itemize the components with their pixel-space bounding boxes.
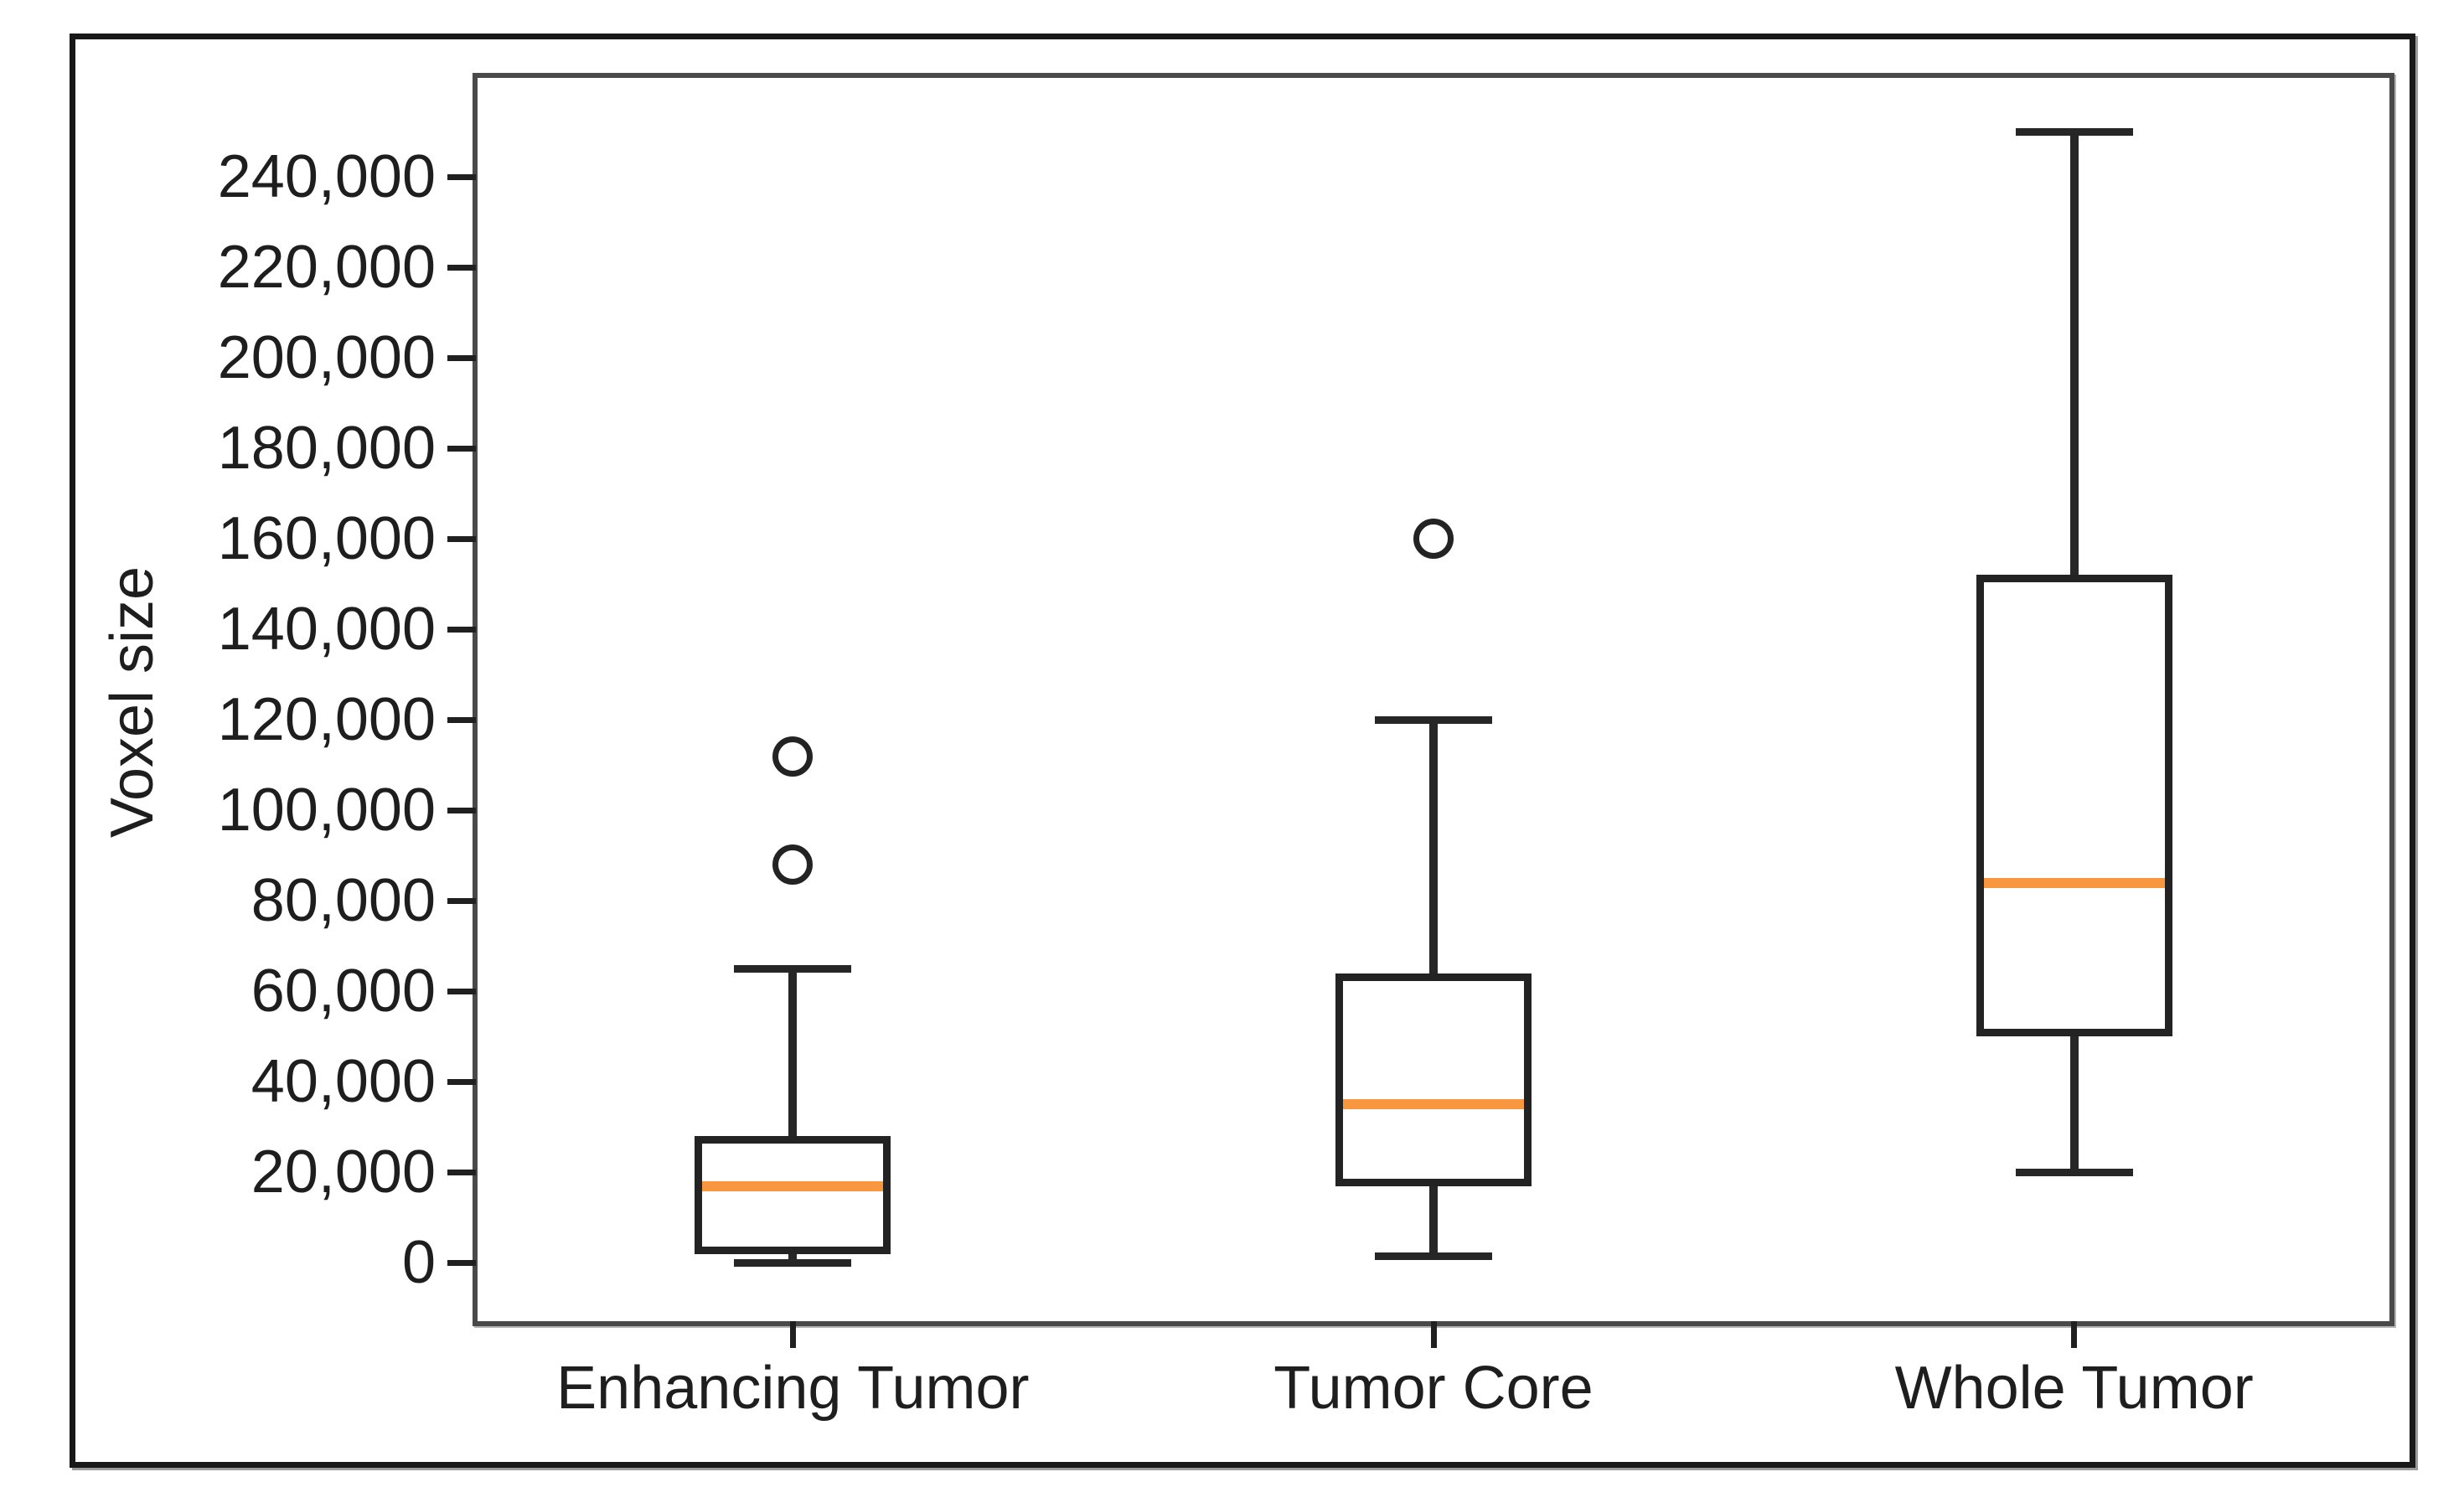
median-line xyxy=(702,1180,884,1191)
y-tick xyxy=(447,173,476,180)
y-tick-label: 160,000 xyxy=(217,505,436,573)
whisker-lower-cap xyxy=(2015,1168,2133,1176)
figure-border xyxy=(70,34,2415,1468)
y-tick xyxy=(447,897,476,904)
whisker-upper-cap xyxy=(1375,715,1492,724)
x-category-label: Tumor Core xyxy=(1273,1355,1594,1422)
y-tick xyxy=(447,807,476,813)
x-category-label: Enhancing Tumor xyxy=(556,1355,1030,1422)
x-tick xyxy=(1430,1321,1437,1348)
outlier-point xyxy=(1413,519,1454,560)
y-tick xyxy=(447,1259,476,1266)
y-tick-label: 120,000 xyxy=(217,686,436,754)
y-tick xyxy=(447,716,476,723)
whisker-lower xyxy=(2069,1036,2079,1173)
y-tick xyxy=(447,445,476,452)
x-tick xyxy=(789,1321,796,1348)
whisker-upper xyxy=(2069,132,2079,576)
y-tick xyxy=(447,1078,476,1085)
whisker-upper-cap xyxy=(2015,127,2133,136)
whisker-lower xyxy=(788,1253,798,1263)
whisker-lower xyxy=(1429,1185,1438,1257)
whisker-upper-cap xyxy=(734,964,852,973)
y-tick-label: 240,000 xyxy=(217,143,436,211)
y-tick xyxy=(447,988,476,994)
y-tick xyxy=(447,1169,476,1175)
y-tick-label: 220,000 xyxy=(217,234,436,302)
whisker-lower-cap xyxy=(1375,1252,1492,1260)
iqr-box xyxy=(1335,973,1532,1186)
y-tick-label: 180,000 xyxy=(217,415,436,483)
median-line xyxy=(1343,1099,1524,1110)
iqr-box xyxy=(695,1136,891,1254)
outlier-point xyxy=(772,844,814,886)
y-tick-label: 140,000 xyxy=(217,596,436,664)
y-tick xyxy=(447,535,476,542)
median-line xyxy=(1983,877,2165,888)
y-tick-label: 20,000 xyxy=(251,1139,436,1206)
y-tick-label: 60,000 xyxy=(251,958,436,1025)
y-tick-label: 0 xyxy=(401,1229,436,1297)
y-tick-label: 200,000 xyxy=(217,324,436,392)
whisker-lower-cap xyxy=(734,1258,852,1267)
whisker-upper xyxy=(1429,720,1438,973)
whisker-upper xyxy=(788,968,798,1137)
x-tick xyxy=(2071,1321,2078,1348)
iqr-box xyxy=(1976,575,2172,1037)
y-tick-label: 80,000 xyxy=(251,867,436,935)
y-tick xyxy=(447,626,476,633)
y-tick xyxy=(447,354,476,361)
outlier-point xyxy=(772,736,814,777)
y-tick xyxy=(447,264,476,271)
y-tick-label: 40,000 xyxy=(251,1048,436,1116)
y-tick-label: 100,000 xyxy=(217,777,436,844)
x-category-label: Whole Tumor xyxy=(1894,1355,2254,1422)
